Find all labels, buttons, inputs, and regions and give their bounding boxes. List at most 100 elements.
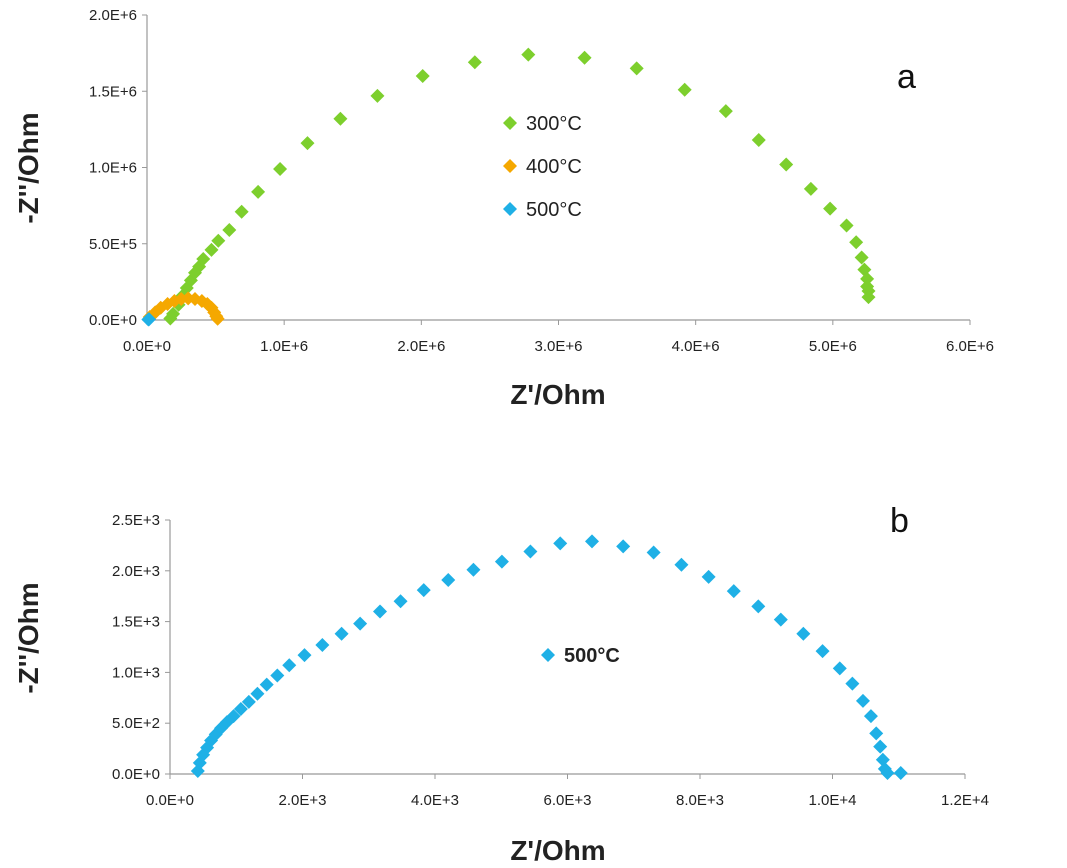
data-point (674, 557, 689, 572)
data-point (849, 235, 864, 250)
y-tick-label: 1.0E+6 (89, 160, 137, 177)
data-point (646, 545, 661, 560)
legend-label: 500°C (564, 645, 620, 667)
data-point (815, 644, 830, 659)
data-point (467, 55, 482, 70)
data-point (616, 539, 631, 554)
y-tick-label: 1.0E+3 (112, 664, 160, 681)
data-point (241, 694, 256, 709)
data-point (333, 111, 348, 126)
data-point (166, 306, 181, 321)
data-point (845, 676, 860, 691)
series-0 (190, 534, 908, 780)
data-point (494, 554, 509, 569)
data-point (222, 223, 237, 238)
x-tick-label: 1.0E+4 (809, 792, 857, 809)
data-point (415, 69, 430, 83)
data-point (629, 61, 644, 76)
data-point (893, 765, 908, 780)
panel-b-label: b (890, 502, 909, 540)
data-point (880, 765, 895, 780)
y-tick-label: 5.0E+2 (112, 715, 160, 732)
data-point (270, 668, 285, 683)
data-point (861, 290, 876, 305)
x-tick-label: 4.0E+3 (411, 792, 459, 809)
data-point (585, 534, 600, 549)
data-point (300, 136, 315, 151)
data-point (839, 218, 854, 233)
panel-a-marks: 0.0E+0 1.0E+6 2.0E+6 3.0E+6 4.0E+6 5.0E+6 6.0E… (89, 7, 994, 355)
data-point (718, 104, 733, 119)
legend-marker (503, 202, 517, 216)
data-point (234, 204, 249, 219)
data-point (869, 726, 884, 741)
data-point (393, 594, 408, 609)
data-point (211, 233, 226, 248)
panel-b-y-axis-title: -Z''/Ohm (13, 582, 44, 693)
x-tick-label: 2.0E+3 (279, 792, 327, 809)
panel-b: 0.0E+0 2.0E+3 4.0E+3 6.0E+3 8.0E+3 1.0E+4 1.2E… (13, 502, 989, 866)
x-tick-label: 0.0E+0 (146, 792, 194, 809)
y-tick-label: 0.0E+0 (89, 312, 137, 329)
panel-a-y-axis-title: -Z''/Ohm (13, 112, 44, 223)
data-point (523, 544, 538, 559)
legend-label: 300°C (526, 113, 582, 135)
series-0 (163, 47, 876, 326)
data-point (860, 271, 875, 286)
data-point (751, 599, 766, 614)
data-point (854, 250, 869, 265)
data-point (251, 184, 266, 199)
data-point (779, 157, 794, 172)
data-point (353, 616, 368, 631)
data-point (521, 47, 536, 62)
data-point (370, 88, 385, 103)
data-point (297, 648, 312, 663)
x-tick-label: 4.0E+6 (672, 338, 720, 355)
y-tick-label: 2.5E+3 (112, 512, 160, 529)
data-point (796, 626, 811, 641)
data-point (416, 583, 431, 598)
data-point (250, 686, 265, 701)
legend-marker (503, 116, 517, 130)
legend-marker (541, 648, 555, 662)
data-point (315, 637, 330, 652)
data-point (373, 604, 388, 619)
x-tick-label: 6.0E+3 (544, 792, 592, 809)
series-1 (142, 291, 225, 326)
panel-b-x-axis-title: Z'/Ohm (510, 835, 605, 866)
y-tick-label: 1.5E+3 (112, 614, 160, 631)
data-point (282, 658, 297, 673)
data-point (210, 311, 225, 326)
panel-a: 0.0E+0 1.0E+6 2.0E+6 3.0E+6 4.0E+6 5.0E+6 6.0E… (13, 7, 994, 410)
data-point (701, 569, 716, 584)
y-tick-label: 2.0E+3 (112, 563, 160, 580)
data-point (751, 133, 766, 148)
data-point (196, 252, 211, 266)
data-point (441, 572, 456, 587)
data-point (803, 181, 818, 196)
legend-marker (503, 159, 517, 173)
data-point (226, 709, 241, 724)
data-point (855, 693, 870, 708)
data-point (204, 242, 219, 257)
panel-a-label: a (897, 58, 916, 96)
data-point (466, 562, 481, 577)
data-point (334, 626, 349, 641)
panel-b-marks: 0.0E+0 2.0E+3 4.0E+3 6.0E+3 8.0E+3 1.0E+4 1.2E… (112, 512, 989, 809)
data-point (233, 701, 248, 716)
x-tick-label: 8.0E+3 (676, 792, 724, 809)
x-tick-label: 3.0E+6 (535, 338, 583, 355)
x-tick-label: 0.0E+0 (123, 338, 171, 355)
y-tick-label: 1.5E+6 (89, 83, 137, 100)
data-point (142, 312, 157, 327)
x-tick-label: 1.0E+6 (260, 338, 308, 355)
data-point (875, 752, 890, 767)
x-tick-label: 2.0E+6 (397, 338, 445, 355)
data-point (726, 584, 741, 599)
data-point (273, 162, 288, 177)
y-tick-label: 2.0E+6 (89, 7, 137, 24)
data-point (553, 536, 568, 551)
y-tick-label: 5.0E+5 (89, 236, 137, 253)
x-tick-label: 5.0E+6 (809, 338, 857, 355)
